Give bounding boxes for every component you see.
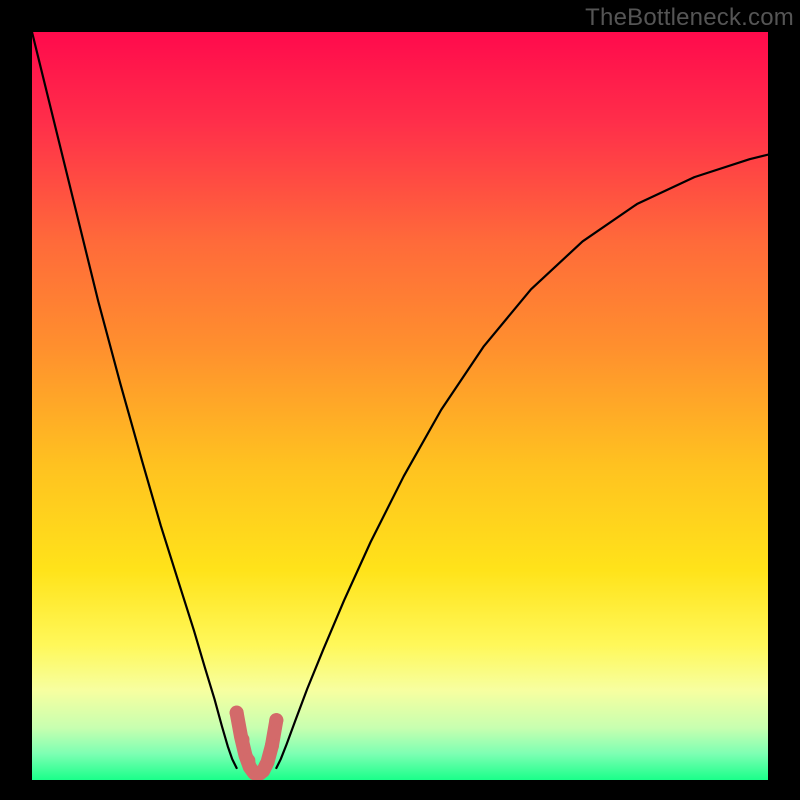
optimal-zone-dot — [230, 706, 244, 720]
optimal-zone-dot — [236, 733, 250, 747]
optimal-zone-dot — [259, 758, 273, 772]
watermark-text: TheBottleneck.com — [585, 4, 794, 32]
optimal-zone-dot — [241, 754, 255, 768]
chart-background — [32, 32, 768, 780]
chart-plot-area — [32, 32, 768, 780]
chart-svg — [32, 32, 768, 780]
chart-frame: TheBottleneck.com — [0, 0, 800, 800]
optimal-zone-dot — [269, 713, 283, 727]
optimal-zone-dot — [265, 739, 279, 753]
